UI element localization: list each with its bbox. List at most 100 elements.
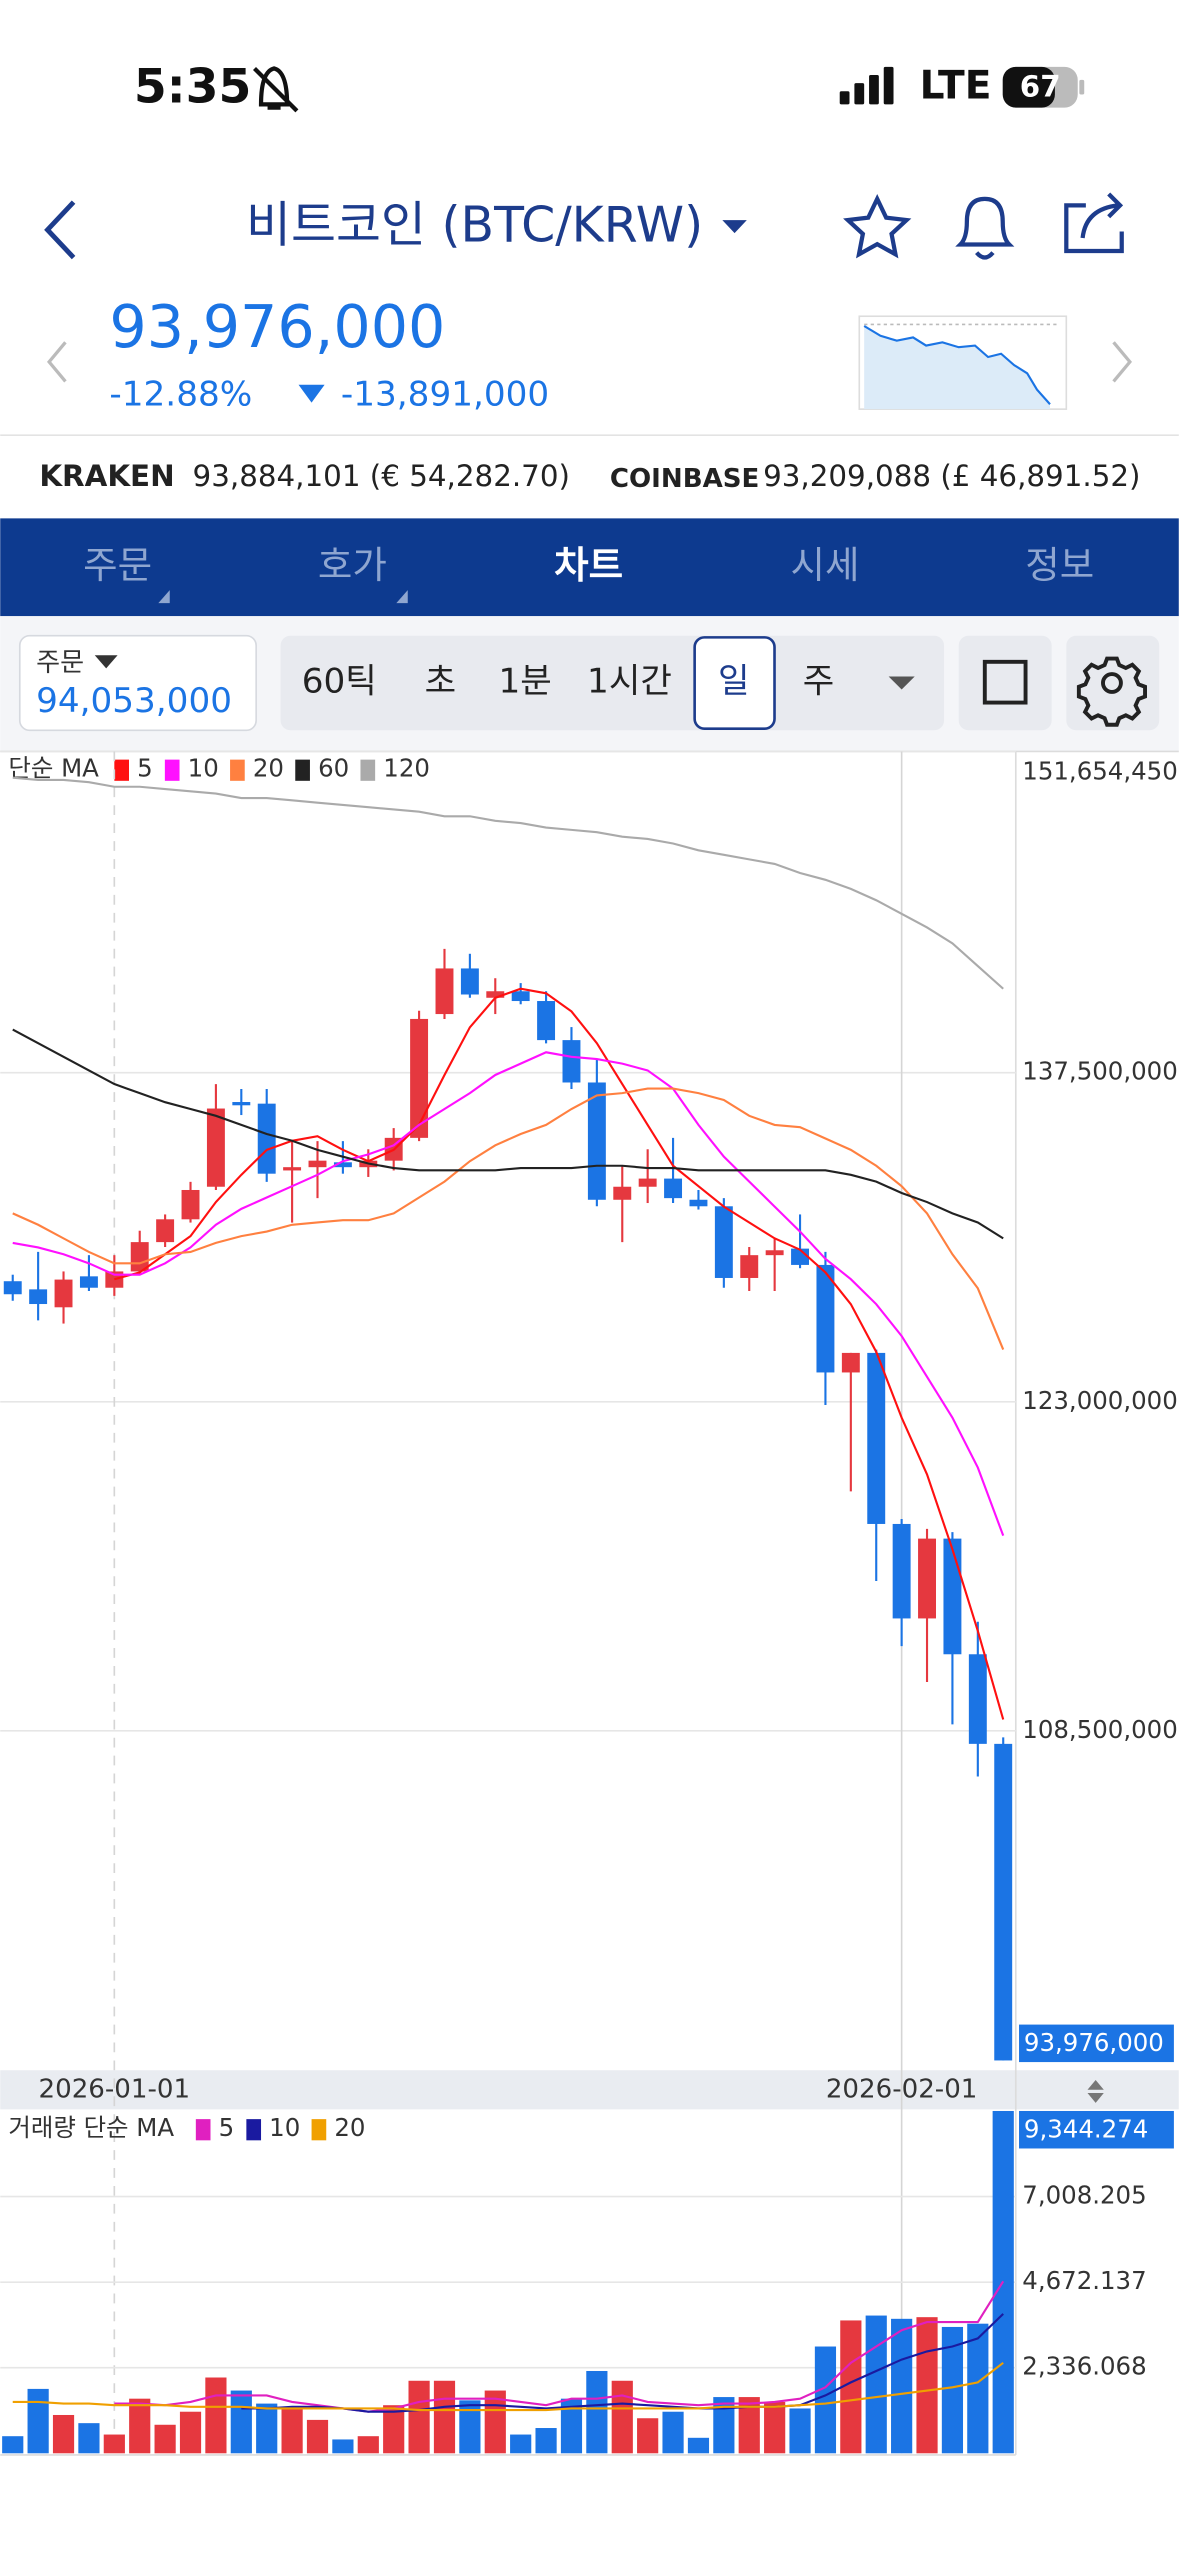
ma-line	[12, 1051, 1005, 1537]
volume-bar	[916, 2317, 938, 2454]
candle-body	[587, 1082, 606, 1200]
y-tick-label: 108,500,000	[1022, 1715, 1177, 1744]
volume-bar	[713, 2397, 735, 2454]
settings-button[interactable]	[1066, 635, 1160, 731]
tab[interactable]: 호가	[318, 543, 387, 587]
back-button[interactable]	[44, 200, 76, 260]
candle-body	[943, 1538, 962, 1655]
period[interactable]: 주	[803, 662, 834, 702]
period[interactable]: 1시간	[587, 662, 672, 702]
volume-bar	[129, 2398, 151, 2454]
next-button[interactable]	[1112, 341, 1133, 383]
header-title[interactable]: 비트코인 (BTC/KRW)	[246, 197, 703, 254]
order-dropdown	[94, 655, 118, 669]
period[interactable]: 60틱	[302, 662, 377, 702]
y-tick-label: 137,500,000	[1022, 1057, 1177, 1086]
candle-body	[714, 1206, 733, 1278]
candle-body	[968, 1654, 987, 1744]
y-tick-label: 151,654,450	[1022, 757, 1177, 786]
y-tick-label: 2,336.068	[1022, 2352, 1146, 2381]
layout-button[interactable]	[958, 635, 1052, 731]
ma-line	[114, 987, 1005, 1720]
legend-swatch	[246, 2119, 262, 2141]
favorite-button[interactable]	[843, 193, 912, 259]
candle-body	[232, 1102, 251, 1106]
tab-active[interactable]: 차트	[554, 543, 623, 587]
down-triangle	[298, 384, 325, 403]
period-selected	[693, 636, 776, 730]
candle-body	[3, 1281, 22, 1295]
volume-bar	[408, 2380, 430, 2454]
volume-bar	[586, 2370, 608, 2454]
y-tick-label: 7,008.205	[1022, 2181, 1146, 2210]
volume-bar	[230, 2390, 252, 2454]
last-value-box	[1019, 2024, 1174, 2063]
signal-icon	[839, 66, 894, 105]
status-time: 5:35	[134, 60, 252, 115]
share-button[interactable]	[1064, 192, 1124, 254]
volume-bar	[459, 2400, 481, 2454]
tab[interactable]: 시세	[791, 543, 860, 587]
date-band	[0, 2070, 1179, 2110]
ma-line	[241, 2313, 1004, 2413]
volume-bar	[738, 2397, 760, 2454]
period[interactable]: 초	[425, 662, 456, 702]
period-active[interactable]: 일	[718, 662, 749, 702]
volume-bar	[891, 2318, 913, 2454]
change-rate: -12.88%	[109, 375, 252, 415]
mute-icon	[253, 66, 299, 113]
candle-body	[156, 1219, 175, 1243]
ma-line	[12, 776, 1004, 990]
last-value-box	[1019, 2110, 1174, 2149]
volume-bar	[78, 2423, 100, 2454]
ma-line	[12, 2361, 1004, 2412]
last-value-label: 93,976,000	[1024, 2028, 1164, 2057]
alert-button[interactable]	[955, 196, 1015, 260]
legend-label: 10	[269, 2113, 300, 2142]
x-tick-label: 2026-01-01	[39, 2074, 191, 2104]
order-box[interactable]	[18, 634, 257, 732]
ma-line	[12, 1028, 1004, 1240]
volume-bar	[814, 2346, 837, 2454]
candle-body	[308, 1160, 327, 1168]
candle-body	[435, 968, 454, 1015]
volume-bar	[256, 2403, 278, 2454]
title-dropdown[interactable]	[722, 220, 747, 234]
volume-bar	[789, 2408, 811, 2454]
volume-bar	[103, 2434, 125, 2454]
volume-bar	[2, 2436, 24, 2454]
legend-label: 120	[383, 753, 430, 782]
volume-bar	[154, 2424, 176, 2454]
volume-bar	[52, 2414, 75, 2454]
change-amount: -13,891,000	[341, 375, 549, 415]
tab[interactable]: 정보	[1025, 543, 1094, 587]
volume-bar	[840, 2320, 862, 2454]
legend-label: 10	[188, 753, 219, 782]
candle-body	[29, 1289, 48, 1305]
candle-body	[257, 1103, 276, 1174]
period-group	[280, 635, 945, 731]
order-label: 주문	[36, 648, 84, 678]
period[interactable]: 1분	[498, 662, 551, 702]
resize-handle[interactable]	[1087, 2080, 1104, 2103]
volume-bar	[967, 2323, 989, 2454]
prev-button[interactable]	[46, 341, 67, 383]
y-tick-label: 123,000,000	[1022, 1386, 1177, 1415]
legend-swatch	[195, 2119, 211, 2141]
y-tick-label: 4,672.137	[1022, 2266, 1146, 2295]
tab[interactable]: 주문	[83, 543, 152, 587]
legend-swatch	[360, 759, 376, 781]
candle-body	[333, 1162, 352, 1168]
candle-body	[867, 1352, 886, 1524]
tab-bar	[0, 518, 1179, 617]
candle-body	[54, 1279, 73, 1308]
period-dropdown[interactable]	[888, 676, 915, 690]
volume-bar	[611, 2380, 633, 2454]
charts: 151,654,450 137,500,000 123,000,000 108,500…	[0, 750, 1178, 2454]
volume-bar	[357, 2436, 379, 2454]
volume-bar	[560, 2398, 583, 2454]
legend-label: 20	[253, 753, 284, 782]
exchange-name: KRAKEN	[39, 459, 174, 493]
